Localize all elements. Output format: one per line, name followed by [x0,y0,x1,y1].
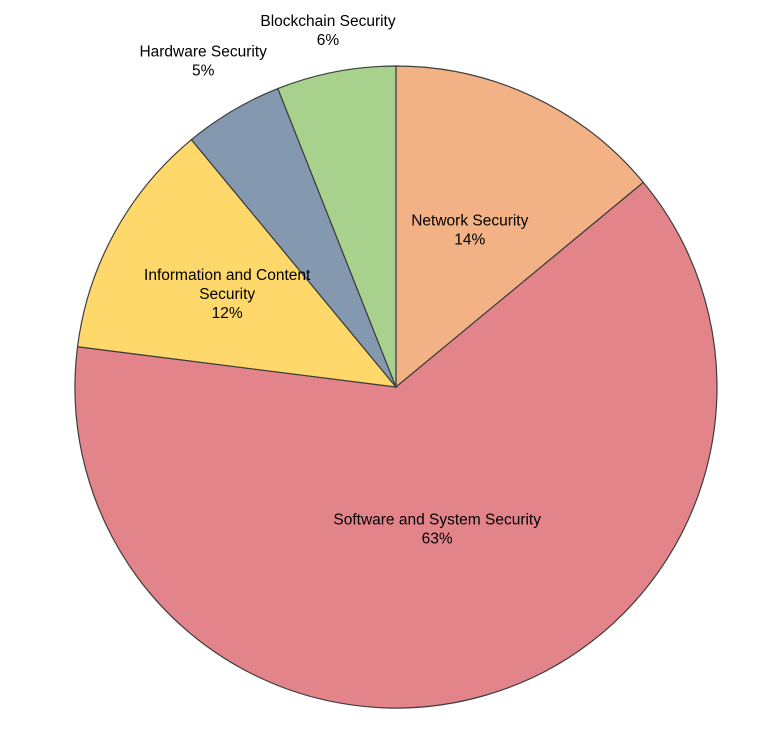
slice-label-software-and-system-security: Software and System Security 63% [333,511,541,547]
slice-label-network-security: Network Security 14% [411,213,528,249]
slice-label-blockchain-security: Blockchain Security 6% [260,13,396,49]
pie-slices [74,65,718,709]
pie-slice-information-and-content-security [76,138,398,388]
pie-slice-blockchain-security [277,65,397,388]
slice-label-hardware-security: Hardware Security 5% [139,44,267,80]
slice-label-information-and-content-security: Information and Content Security 12% [144,267,311,322]
pie-labels: Network Security 14% Software and System S… [139,13,541,547]
pie-slice-software-and-system-security [74,181,718,709]
pie-slice-network-security [395,65,645,389]
